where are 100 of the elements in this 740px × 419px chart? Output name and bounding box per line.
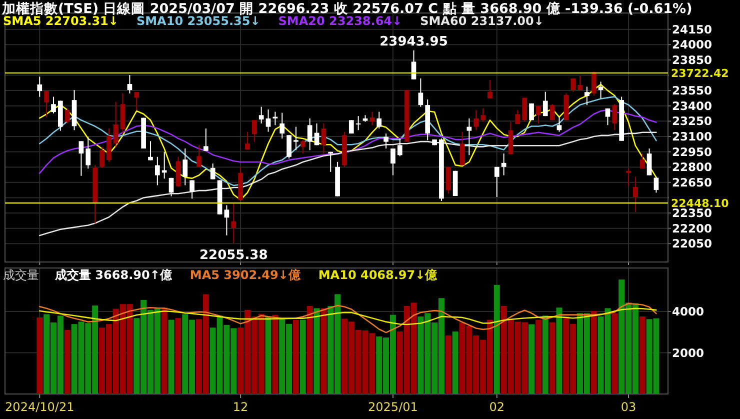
candlestick [113, 101, 118, 148]
candlestick [460, 131, 465, 166]
candlestick [584, 86, 590, 106]
candlestick [605, 108, 610, 126]
candlestick [182, 148, 188, 186]
text: SMA5 22703.31↓ [3, 14, 118, 28]
candlestick [64, 108, 70, 124]
y-tick-label: 23550 [672, 84, 712, 98]
candlestick [370, 111, 375, 126]
candlestick [570, 78, 576, 92]
y-tick-label: 22050 [672, 236, 712, 251]
candlestick [494, 166, 500, 198]
candlestick [501, 153, 506, 176]
ref-line-label: 23722.42 [671, 66, 729, 80]
y-tick-label: 22650 [672, 175, 712, 190]
candlestick [646, 148, 652, 176]
bar [528, 324, 534, 394]
bar [549, 322, 556, 394]
candlestick [612, 104, 618, 131]
chart-title: 加權指數(TSE) 日線圖 2025/03/07 開 22696.23 收 22576.07 C 點 量 3668.90 億 -139.36 (-0.61%) [1, 0, 692, 17]
chart-title: 成交量 [3, 268, 39, 282]
candlestick [328, 151, 334, 172]
bar [320, 308, 327, 394]
candlestick [231, 203, 236, 244]
candlestick [37, 76, 42, 98]
candlestick [626, 168, 631, 187]
candlestick [598, 81, 604, 99]
line-series [38, 96, 657, 186]
y-tick-label: 24150 [672, 22, 712, 36]
candlestick [466, 118, 472, 156]
candlestick [127, 74, 132, 94]
line-series [38, 308, 657, 326]
bar [314, 308, 320, 394]
candlestick [314, 122, 320, 146]
bar [300, 320, 306, 394]
candlestick [384, 133, 388, 150]
candlestick [542, 91, 548, 117]
candlestick [190, 180, 194, 200]
candlestick [474, 110, 479, 131]
candlestick [210, 163, 216, 180]
candlestick [390, 148, 396, 176]
x-tick-label: 03 [620, 400, 636, 414]
candlestick [44, 90, 49, 118]
candlestick [286, 134, 292, 160]
candlestick [550, 104, 555, 121]
bar [612, 313, 618, 394]
chart-subtitle: 成交量 3668.90↑億 [54, 268, 173, 282]
y-tick-label: 2000 [672, 346, 704, 360]
candlestick [106, 128, 112, 162]
candlestick [348, 120, 354, 134]
candlestick [51, 96, 56, 114]
candlestick [376, 111, 382, 130]
candlestick [134, 92, 140, 111]
candlestick [154, 156, 160, 186]
candlestick [640, 153, 645, 170]
y-tick-label: 4000 [672, 304, 704, 319]
x-tick-label: 02 [489, 400, 505, 414]
candlestick [245, 131, 250, 150]
bar [292, 320, 299, 394]
bar [306, 306, 313, 394]
text: MA10 4068.97↓億 [318, 268, 438, 282]
candlestick [480, 108, 486, 122]
candlestick [397, 138, 402, 157]
x-tick-label: 2024/10/21 [5, 400, 74, 414]
candlestick [168, 177, 174, 197]
candlestick [224, 204, 230, 236]
candlestick [280, 112, 285, 140]
candlestick [307, 118, 312, 151]
candlestick [446, 166, 451, 194]
candlestick [100, 146, 104, 168]
line-series [38, 132, 657, 236]
bar [535, 320, 542, 394]
candlestick [536, 106, 541, 124]
candlestick [591, 71, 596, 96]
y-tick-label: 24000 [672, 38, 712, 52]
bar [639, 316, 646, 394]
candlestick [294, 126, 298, 151]
candlestick [148, 140, 153, 161]
y-tick-label: 22950 [672, 144, 712, 159]
candlestick [196, 144, 202, 168]
bar [556, 308, 562, 394]
line-series [38, 302, 657, 334]
candlestick [252, 120, 257, 142]
candlestick [86, 136, 91, 170]
y-tick-label: 23850 [672, 52, 712, 67]
text: MA5 3902.49↓億 [190, 268, 302, 282]
candlestick [418, 78, 424, 108]
candlestick [203, 128, 208, 152]
bar [175, 318, 182, 394]
bar [36, 317, 43, 394]
candlestick [522, 97, 528, 122]
candlestick [578, 76, 582, 91]
candlestick [258, 106, 264, 124]
bar [452, 332, 458, 394]
candlestick [515, 110, 520, 125]
candlestick [488, 80, 492, 99]
bar [542, 316, 548, 394]
candlestick [633, 176, 638, 212]
text: SMA20 23238.64↓ [278, 14, 402, 28]
annotation: 23943.95 [380, 34, 448, 50]
